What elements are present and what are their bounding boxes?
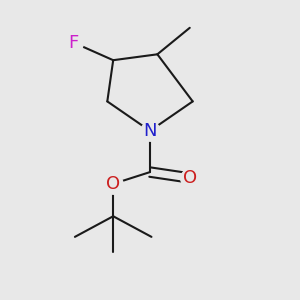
Text: O: O <box>106 175 120 193</box>
Text: N: N <box>143 122 157 140</box>
Text: F: F <box>68 34 79 52</box>
Text: O: O <box>183 169 197 187</box>
